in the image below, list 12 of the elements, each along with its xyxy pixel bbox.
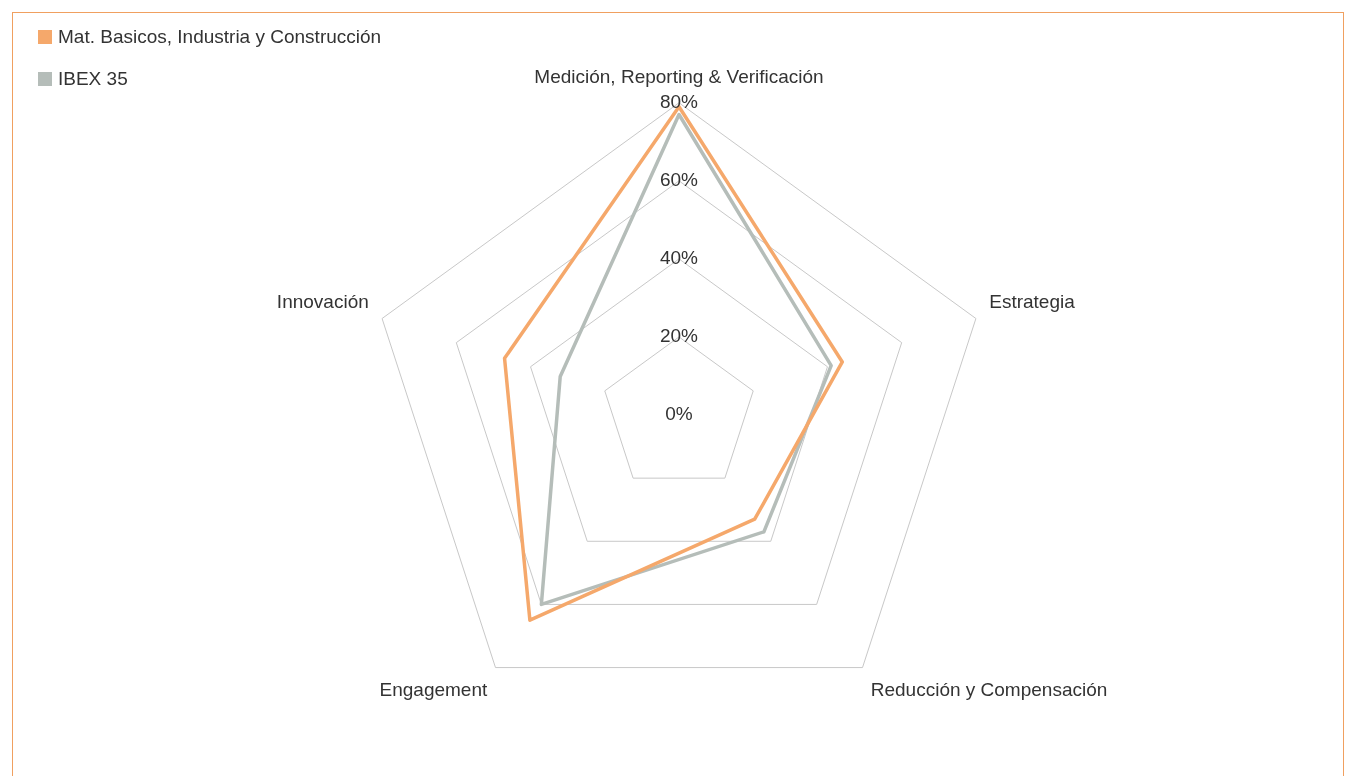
- spoke-label: Innovación: [276, 291, 369, 313]
- spoke-label: Medición, Reporting & Verificación: [534, 65, 824, 87]
- spoke-label: Reducción y Compensación: [870, 678, 1108, 700]
- y-tick-label: 40%: [659, 247, 699, 269]
- legend-label: IBEX 35: [58, 68, 128, 90]
- y-tick-label: 60%: [659, 169, 699, 191]
- legend-label: Mat. Basicos, Industria y Construcción: [58, 26, 382, 48]
- y-tick-label: 80%: [659, 91, 699, 113]
- y-tick-label: 0%: [665, 403, 693, 425]
- spoke-label: Estrategia: [989, 291, 1076, 313]
- spoke-label: Engagement: [379, 678, 488, 700]
- y-tick-label: 20%: [659, 325, 699, 347]
